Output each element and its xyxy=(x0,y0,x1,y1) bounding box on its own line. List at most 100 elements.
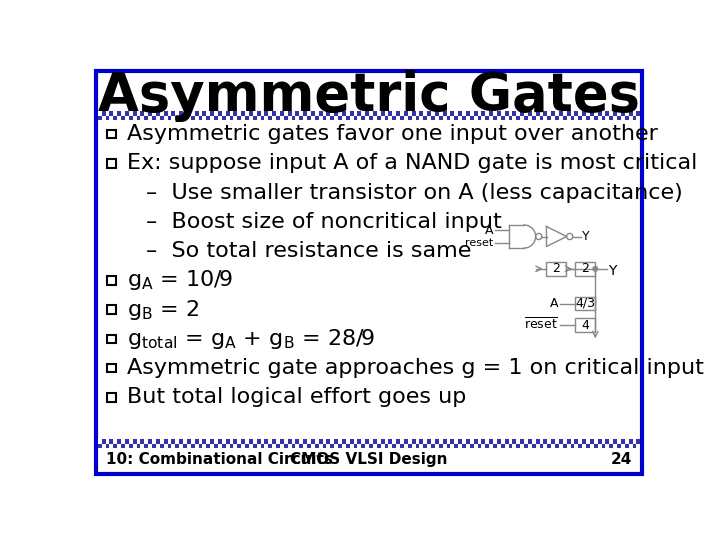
Bar xyxy=(474,116,477,120)
Bar xyxy=(117,116,121,120)
Bar xyxy=(415,116,419,120)
Bar xyxy=(446,444,451,448)
Bar xyxy=(357,439,361,444)
Bar xyxy=(539,439,544,444)
Bar xyxy=(191,116,194,120)
Bar xyxy=(520,439,524,444)
Bar xyxy=(590,116,594,120)
Bar xyxy=(381,116,384,120)
Bar xyxy=(505,111,508,116)
Bar xyxy=(264,116,269,120)
Text: reset: reset xyxy=(464,238,493,248)
Bar xyxy=(137,111,140,116)
Bar xyxy=(632,444,636,448)
Bar xyxy=(156,439,160,444)
Bar xyxy=(144,116,148,120)
Bar xyxy=(392,116,396,120)
Bar xyxy=(338,444,342,448)
Bar xyxy=(354,444,357,448)
Bar xyxy=(435,439,438,444)
Bar xyxy=(477,444,482,448)
Bar xyxy=(152,444,156,448)
Bar xyxy=(435,444,438,448)
Bar xyxy=(187,111,191,116)
Bar xyxy=(532,111,536,116)
Bar xyxy=(524,439,528,444)
Bar xyxy=(106,116,109,120)
Bar xyxy=(388,439,392,444)
Bar xyxy=(609,439,613,444)
Bar xyxy=(218,439,222,444)
Bar xyxy=(454,439,458,444)
Bar xyxy=(295,444,300,448)
Bar xyxy=(536,111,539,116)
Bar xyxy=(408,444,412,448)
Bar xyxy=(168,116,171,120)
Bar xyxy=(264,111,269,116)
Bar xyxy=(300,439,303,444)
Bar xyxy=(516,444,520,448)
Bar xyxy=(575,439,578,444)
Bar xyxy=(578,116,582,120)
Bar xyxy=(536,116,539,120)
Bar xyxy=(621,111,625,116)
Bar xyxy=(354,111,357,116)
Bar xyxy=(202,439,206,444)
Bar xyxy=(253,111,256,116)
Text: 10: Combinational Circuits: 10: Combinational Circuits xyxy=(106,451,333,467)
Bar xyxy=(590,439,594,444)
Bar xyxy=(330,111,334,116)
Bar xyxy=(132,444,137,448)
Bar xyxy=(334,439,338,444)
Bar xyxy=(311,111,315,116)
Bar xyxy=(408,116,412,120)
Bar xyxy=(388,116,392,120)
Bar xyxy=(191,439,194,444)
Bar xyxy=(206,444,210,448)
Bar xyxy=(175,116,179,120)
Bar xyxy=(303,111,307,116)
Bar xyxy=(408,111,412,116)
Text: –  Use smaller transistor on A (less capacitance): – Use smaller transistor on A (less capa… xyxy=(145,183,683,202)
Bar xyxy=(578,111,582,116)
Bar xyxy=(400,111,404,116)
Bar xyxy=(280,111,284,116)
Bar xyxy=(102,111,106,116)
Bar xyxy=(125,439,129,444)
Bar xyxy=(354,439,357,444)
Bar xyxy=(168,444,171,448)
Bar xyxy=(462,111,466,116)
Bar xyxy=(567,444,570,448)
Bar xyxy=(431,439,435,444)
Bar xyxy=(400,116,404,120)
Bar xyxy=(539,111,544,116)
Bar xyxy=(187,444,191,448)
Bar xyxy=(354,116,357,120)
Bar xyxy=(225,111,230,116)
Bar xyxy=(284,116,287,120)
Bar xyxy=(230,116,233,120)
Bar xyxy=(563,439,567,444)
Text: 4/3: 4/3 xyxy=(575,297,595,310)
Bar xyxy=(144,444,148,448)
Bar xyxy=(287,444,292,448)
Bar xyxy=(300,116,303,120)
Bar xyxy=(287,439,292,444)
Bar xyxy=(419,439,423,444)
Bar xyxy=(539,444,544,448)
Bar xyxy=(256,444,261,448)
Bar xyxy=(272,116,276,120)
Text: Asymmetric gates favor one input over another: Asymmetric gates favor one input over an… xyxy=(127,124,658,144)
Text: Y: Y xyxy=(608,264,617,278)
Bar xyxy=(233,444,238,448)
Bar xyxy=(109,116,113,120)
Bar xyxy=(419,444,423,448)
Bar xyxy=(334,116,338,120)
Text: CMOS VLSI Design: CMOS VLSI Design xyxy=(290,451,448,467)
Circle shape xyxy=(593,267,598,271)
Bar xyxy=(513,439,516,444)
Bar xyxy=(106,444,109,448)
Bar xyxy=(582,444,586,448)
Bar xyxy=(183,111,187,116)
Bar xyxy=(326,439,330,444)
